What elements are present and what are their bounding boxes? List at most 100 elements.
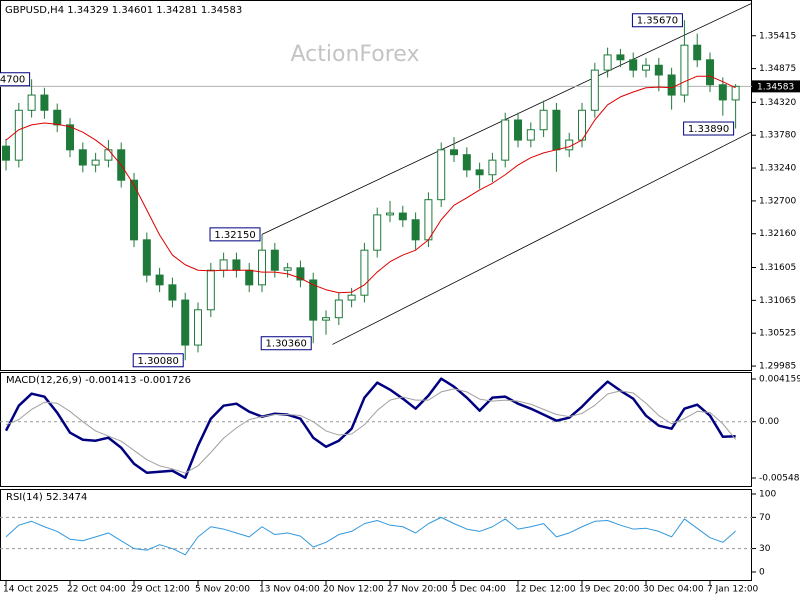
candle-body — [360, 249, 369, 296]
x-tick-label: 30 Dec 04:00 — [643, 585, 704, 595]
x-tick-label: 5 Nov 20:00 — [195, 585, 250, 595]
x-tick-label: 19 Dec 20:00 — [579, 585, 640, 595]
annotation-label: 1.34700 — [0, 75, 25, 86]
candle-body — [270, 249, 279, 271]
candle-body — [53, 109, 62, 126]
candle-body — [667, 74, 676, 96]
candle-body — [603, 54, 612, 71]
candle-body — [14, 109, 23, 161]
candle-body — [488, 159, 497, 176]
last-price-label: 1.34583 — [757, 82, 794, 92]
y-tick-label: 1.34320 — [759, 98, 796, 108]
candle-body — [334, 299, 343, 319]
x-tick-label: 27 Nov 20:00 — [387, 585, 448, 595]
x-tick-label: 14 Oct 2025 — [3, 585, 59, 595]
annotation-label: 1.32150 — [214, 230, 255, 241]
candle-body — [78, 149, 87, 166]
candle-body — [104, 149, 113, 161]
y-tick-label: 1.33780 — [759, 131, 796, 141]
candle-body — [629, 59, 638, 71]
candle-body — [232, 259, 241, 271]
y-tick-label: 1.31605 — [759, 263, 796, 273]
y-tick-label: 70 — [759, 513, 771, 523]
annotation-box — [132, 353, 184, 368]
candle-body — [514, 119, 523, 141]
y-tick-label: 1.32700 — [759, 196, 796, 206]
candle-body — [411, 219, 420, 241]
channel-line — [332, 131, 752, 345]
y-tick-label: 1.32160 — [759, 229, 796, 239]
annotation-box — [683, 121, 735, 136]
x-tick-label: 20 Nov 12:00 — [323, 585, 384, 595]
y-tick-label: 1.34875 — [759, 64, 796, 74]
y-tick-label: 0.004159 — [759, 374, 800, 384]
candle-body — [91, 159, 100, 166]
candle-body — [552, 109, 561, 151]
chart-title: GBPUSD,H4 1.34329 1.34601 1.34281 1.3458… — [5, 5, 242, 16]
annotation-label: 1.30080 — [138, 356, 179, 367]
candle-body — [706, 59, 715, 86]
candle-body — [40, 94, 49, 111]
rsi-title: RSI(14) 52.3474 — [6, 492, 87, 503]
y-tick-label: 0 — [759, 567, 765, 577]
series-line — [5, 388, 737, 474]
x-tick-label: 29 Oct 12:00 — [131, 585, 190, 595]
series-line — [5, 516, 736, 556]
candle-body — [27, 94, 36, 111]
candle-body — [322, 317, 331, 321]
panel-plot — [0, 516, 752, 556]
candle-body — [475, 169, 484, 176]
annotation-label: 1.30360 — [266, 339, 307, 350]
y-tick-label: 0.00 — [759, 417, 779, 427]
candle-body — [398, 212, 407, 221]
candle-body — [347, 294, 356, 301]
candle-body — [2, 145, 11, 161]
candle-body — [462, 154, 471, 171]
x-tick-label: 12 Dec 12:00 — [515, 585, 576, 595]
x-tick-label: 22 Oct 04:00 — [67, 585, 126, 595]
candle-body — [373, 214, 382, 251]
candle-body — [283, 267, 292, 271]
y-tick-label: 30 — [759, 544, 771, 554]
candle-body — [142, 239, 151, 276]
x-tick-label: 13 Nov 04:00 — [259, 585, 320, 595]
candle-body — [309, 279, 318, 321]
annotation-box — [631, 13, 683, 28]
candle-body — [296, 267, 305, 281]
candle-body — [168, 284, 177, 301]
annotation-box — [209, 227, 261, 242]
candle-body — [616, 54, 625, 61]
candle-body — [501, 119, 510, 161]
candle-body — [155, 274, 164, 286]
candle-body — [693, 44, 702, 61]
candle-body — [386, 212, 395, 216]
candle-body — [130, 179, 139, 241]
annotation-label: 1.33890 — [688, 124, 729, 135]
candle-body — [258, 249, 267, 286]
candle-body — [680, 44, 689, 96]
y-tick-label: 100 — [759, 489, 776, 499]
candle-body — [450, 149, 459, 156]
panel-plot — [0, 2, 752, 361]
series-line — [5, 75, 736, 294]
annotation-label: 1.35670 — [637, 16, 678, 27]
x-tick-label: 7 Jan 12:00 — [707, 585, 759, 595]
candle-body — [219, 259, 228, 271]
channel-line — [261, 2, 752, 235]
x-tick-label: 5 Dec 04:00 — [451, 585, 506, 595]
y-tick-label: -0.005485 — [759, 474, 800, 484]
rsi-panel — [0, 489, 752, 581]
candle-body — [66, 124, 75, 151]
candle-body — [642, 64, 651, 71]
y-tick-label: 1.33240 — [759, 164, 796, 174]
candle-body — [539, 109, 548, 131]
candle-body — [590, 69, 599, 111]
series-line — [4, 377, 736, 480]
candle-body — [245, 269, 254, 286]
annotation-box — [0, 72, 31, 87]
candle-body — [194, 309, 203, 346]
candle-body — [424, 199, 433, 241]
macd-panel — [0, 372, 752, 487]
y-tick-label: 1.35415 — [759, 31, 796, 41]
